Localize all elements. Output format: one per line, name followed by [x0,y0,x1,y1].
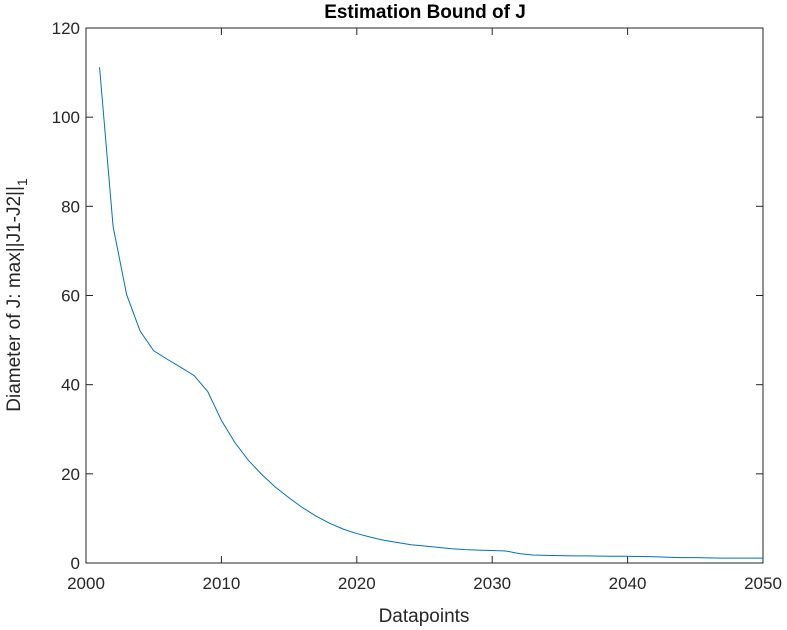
y-tick-label: 60 [61,287,80,306]
x-tick-label: 2040 [609,574,647,593]
x-axis: 2000 2010 2020 2030 2040 2050 [67,28,782,593]
x-axis-label: Datapoints [379,606,470,627]
plot-box [85,27,764,564]
x-tick-label: 2050 [744,574,782,593]
y-tick-label: 20 [61,465,80,484]
x-tick-label: 2020 [338,574,376,593]
y-axis-label-main: Diameter of J: max||J1-J2|| [4,186,25,412]
chart-title: Estimation Bound of J [324,2,526,23]
series-line [99,67,763,559]
y-tick-label: 40 [61,376,80,395]
y-axis-label-subscript: 1 [14,178,30,186]
y-tick-label: 120 [52,19,80,38]
y-tick-label: 80 [61,197,80,216]
plot-area [85,27,764,564]
y-tick-label: 0 [71,554,80,573]
y-tick-label: 100 [52,108,80,127]
x-tick-label: 2010 [202,574,240,593]
series-layer [99,67,763,559]
y-axis: 0 20 40 60 80 100 120 [52,19,763,573]
y-axis-label: Diameter of J: max||J1-J2||1 [4,178,30,412]
x-tick-label: 2000 [67,574,105,593]
x-tick-label: 2030 [473,574,511,593]
